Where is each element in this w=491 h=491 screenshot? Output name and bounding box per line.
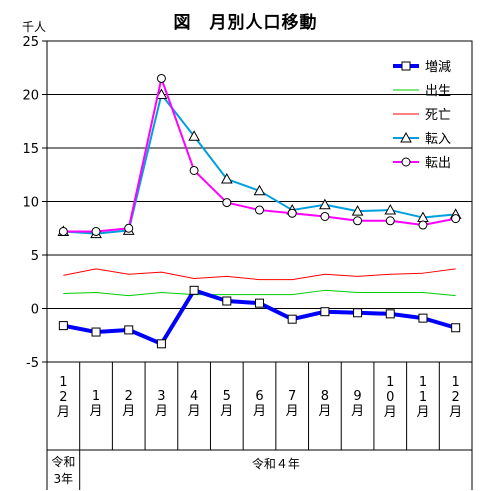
legend-label: 死亡 [425, 108, 451, 123]
month-label: 1 [419, 390, 427, 405]
data-point [287, 208, 297, 218]
data-point [255, 298, 264, 308]
month-label: 4 [190, 389, 198, 404]
legend-marker [400, 131, 412, 143]
month-label: 7 [288, 389, 296, 404]
y-tick-labels: 25 20 15 10 5 0 -5 [22, 35, 39, 371]
month-label: 月 [90, 404, 103, 419]
data-point [451, 214, 461, 224]
legend-marker [401, 157, 411, 167]
month-label: 1 [92, 389, 100, 404]
y-axis-unit: 千人 [22, 20, 47, 34]
month-label: 6 [255, 389, 263, 404]
data-point [319, 198, 331, 210]
data-point [353, 308, 363, 318]
month-label: 0 [386, 390, 394, 405]
month-label: 月 [220, 404, 233, 419]
data-point [124, 223, 134, 233]
series-line [63, 289, 456, 297]
month-label: 月 [351, 404, 364, 419]
grid-lines [47, 40, 472, 363]
series-3 [63, 268, 456, 281]
month-label: 2 [452, 390, 460, 405]
data-point [91, 327, 101, 337]
month-label: 9 [353, 389, 361, 404]
data-point [353, 216, 363, 226]
data-point [253, 184, 266, 196]
year-label: 3年 [54, 472, 74, 486]
series-line [63, 268, 456, 281]
y-tick-label: 5 [31, 249, 39, 264]
y-tick-label: 10 [22, 196, 39, 211]
month-label: 5 [223, 389, 231, 404]
legend-label: 転入 [425, 132, 451, 147]
y-tick-label: 0 [31, 303, 39, 318]
data-point [418, 313, 428, 323]
legend-label: 転出 [425, 156, 451, 171]
series-2 [63, 289, 456, 297]
year-label: 令和４年 [252, 456, 300, 471]
data-point [451, 323, 461, 333]
data-point [384, 204, 397, 215]
plot-frame [46, 40, 473, 363]
month-label: 月 [122, 404, 135, 419]
series-1 [58, 285, 461, 349]
data-point [156, 339, 166, 349]
data-point [58, 226, 68, 236]
data-point [255, 205, 264, 215]
data-point [188, 130, 200, 141]
data-point [91, 226, 101, 236]
month-label: 8 [321, 389, 329, 404]
month-label: 2 [59, 390, 67, 405]
y-tick-label: 25 [22, 35, 39, 50]
month-label: 3 [157, 389, 165, 404]
data-point [189, 165, 199, 175]
month-label: 月 [253, 404, 266, 419]
data-point [418, 220, 428, 230]
month-label: 1 [386, 375, 394, 390]
series-line [62, 288, 457, 346]
data-point [320, 211, 330, 221]
y-tick-label: 15 [22, 142, 39, 157]
y-tick-label: -5 [26, 356, 39, 371]
series-5 [58, 73, 461, 236]
month-label: 1 [452, 375, 460, 390]
data-point [385, 216, 395, 226]
year-label: 令和 [51, 454, 75, 469]
data-point [220, 173, 233, 184]
legend-label: 増減 [425, 59, 451, 75]
data-point [351, 205, 364, 216]
month-label: 1 [59, 375, 67, 390]
series-4 [57, 88, 462, 239]
data-point [189, 285, 199, 295]
legend-marker [401, 61, 411, 71]
month-label: 月 [57, 405, 70, 420]
y-tick-label: 20 [22, 89, 39, 104]
month-label: 月 [286, 404, 299, 419]
data-point [58, 321, 68, 331]
data-point [385, 309, 395, 319]
month-label: 月 [188, 404, 201, 419]
month-label: 月 [155, 404, 168, 419]
month-label: 月 [449, 405, 462, 420]
data-point [320, 307, 330, 317]
month-label: 2 [125, 389, 133, 404]
axes [42, 40, 473, 363]
month-label: 月 [416, 405, 429, 420]
data-point [287, 314, 297, 324]
data-point [156, 73, 166, 83]
month-label: 月 [318, 404, 331, 419]
data-point [222, 198, 232, 208]
data-point [222, 296, 232, 306]
chart-title: 図 月別人口移動 [173, 13, 318, 33]
series-lines [57, 73, 462, 349]
month-label: 1 [419, 375, 427, 390]
legend-label: 出生 [425, 84, 451, 99]
data-point [124, 325, 134, 335]
month-label: 月 [384, 405, 397, 420]
